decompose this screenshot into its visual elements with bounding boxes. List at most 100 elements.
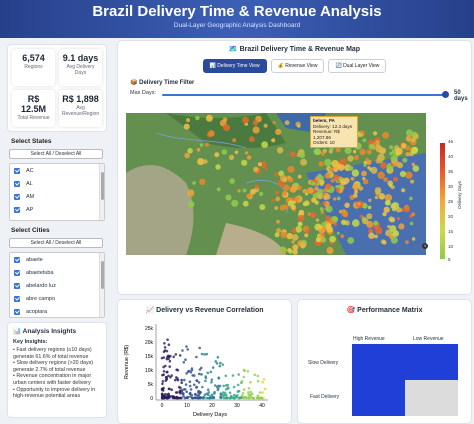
map-region-marker[interactable] <box>368 232 375 239</box>
map-region-marker[interactable] <box>234 150 239 154</box>
map-region-marker[interactable] <box>368 228 374 234</box>
map-region-marker[interactable] <box>254 184 260 189</box>
map-region-marker[interactable] <box>260 161 267 168</box>
map-region-marker[interactable] <box>412 165 420 172</box>
map-region-marker[interactable] <box>333 197 337 201</box>
map-region-marker[interactable] <box>314 186 319 191</box>
map-region-marker[interactable] <box>405 129 414 137</box>
cities-scrollbar[interactable] <box>99 253 104 317</box>
map-region-marker[interactable] <box>385 229 393 237</box>
map-region-marker[interactable] <box>373 131 378 136</box>
map-region-marker[interactable] <box>215 164 221 170</box>
cities-select-all-button[interactable]: Select All / Deselect All <box>9 238 103 248</box>
info-icon[interactable]: i <box>422 243 428 249</box>
map-region-marker[interactable] <box>271 138 276 143</box>
map-region-marker[interactable] <box>390 236 398 244</box>
map-region-marker[interactable] <box>291 234 299 241</box>
map-region-marker[interactable] <box>383 206 390 213</box>
map-region-marker[interactable] <box>370 166 378 174</box>
list-item[interactable]: abelardo luz <box>10 279 104 292</box>
map-region-marker[interactable] <box>335 187 341 193</box>
map-region-marker[interactable] <box>409 196 413 201</box>
map-region-marker[interactable] <box>242 200 249 207</box>
map-region-marker[interactable] <box>354 155 359 161</box>
cities-list[interactable]: abaete abaetetuba abelardo luz abre camp… <box>9 252 105 318</box>
list-item[interactable]: AM <box>10 190 104 203</box>
map-region-marker[interactable] <box>307 187 314 194</box>
map-region-marker[interactable] <box>221 149 228 155</box>
map-region-marker[interactable] <box>297 214 305 222</box>
map-region-marker[interactable] <box>379 147 386 155</box>
checkbox-checked-icon[interactable] <box>14 206 20 213</box>
map-region-marker[interactable] <box>359 214 363 218</box>
map-region-marker[interactable] <box>298 209 305 216</box>
map-region-marker[interactable] <box>322 201 326 206</box>
list-item[interactable]: abre campo <box>10 292 104 305</box>
map-region-marker[interactable] <box>299 152 306 159</box>
map-region-marker[interactable] <box>410 146 418 155</box>
map-region-marker[interactable] <box>310 212 316 219</box>
map-region-marker[interactable] <box>232 138 237 143</box>
map-region-marker[interactable] <box>353 149 357 154</box>
map-region-marker[interactable] <box>195 115 200 121</box>
map-region-marker[interactable] <box>274 232 280 238</box>
max-days-slider-track[interactable] <box>162 94 446 96</box>
map-region-marker[interactable] <box>379 159 383 164</box>
map-region-marker[interactable] <box>339 157 347 166</box>
map-region-marker[interactable] <box>362 217 369 225</box>
map-region-marker[interactable] <box>287 200 295 207</box>
checkbox-checked-icon[interactable] <box>14 219 20 220</box>
map-region-marker[interactable] <box>389 151 393 156</box>
list-item[interactable]: AP <box>10 203 104 216</box>
map-region-marker[interactable] <box>272 121 276 125</box>
map-region-marker[interactable] <box>300 242 307 249</box>
map-region-marker[interactable] <box>382 131 390 139</box>
map-region-marker[interactable] <box>292 244 299 251</box>
map-region-marker[interactable] <box>399 170 407 178</box>
map-region-marker[interactable] <box>275 196 281 202</box>
map-region-marker[interactable] <box>362 178 369 185</box>
map-region-marker[interactable] <box>320 210 325 215</box>
dual-layer-view-button[interactable]: 🔄 Dual Layer View <box>328 59 387 73</box>
map-region-marker[interactable] <box>288 248 293 254</box>
checkbox-checked-icon[interactable] <box>14 269 20 276</box>
map-region-marker[interactable] <box>350 177 355 181</box>
map-region-marker[interactable] <box>411 212 416 217</box>
map-region-marker[interactable] <box>347 155 354 162</box>
map-region-marker[interactable] <box>382 240 387 245</box>
map-region-marker[interactable] <box>283 184 290 191</box>
map-region-marker[interactable] <box>378 193 386 200</box>
map-region-marker[interactable] <box>411 138 416 143</box>
map-region-marker[interactable] <box>313 148 321 155</box>
map-region-marker[interactable] <box>392 230 400 237</box>
map-region-marker[interactable] <box>331 159 339 168</box>
map-region-marker[interactable] <box>374 187 382 194</box>
map-region-marker[interactable] <box>325 215 331 221</box>
map-region-marker[interactable] <box>305 229 310 234</box>
map-region-marker[interactable] <box>359 133 364 137</box>
map-region-marker[interactable] <box>366 213 373 220</box>
map-region-marker[interactable] <box>340 209 344 213</box>
states-scrollbar[interactable] <box>99 164 104 220</box>
map-region-marker[interactable] <box>183 123 190 130</box>
map-region-marker[interactable] <box>185 118 191 123</box>
map-region-marker[interactable] <box>279 204 286 211</box>
map-region-marker[interactable] <box>259 204 266 211</box>
map-region-marker[interactable] <box>340 234 345 239</box>
map-region-marker[interactable] <box>187 189 195 197</box>
map-region-marker[interactable] <box>402 157 408 163</box>
states-select-all-button[interactable]: Select All / Deselect All <box>9 149 103 159</box>
map-region-marker[interactable] <box>291 228 297 233</box>
map-region-marker[interactable] <box>389 225 397 233</box>
map-region-marker[interactable] <box>325 183 332 190</box>
list-item[interactable]: AL <box>10 177 104 190</box>
map-region-marker[interactable] <box>274 172 279 177</box>
map-region-marker[interactable] <box>216 187 221 192</box>
map-region-marker[interactable] <box>203 159 208 164</box>
map-region-marker[interactable] <box>405 240 409 245</box>
map-region-marker[interactable] <box>197 158 205 166</box>
map-region-marker[interactable] <box>297 185 302 191</box>
map-region-marker[interactable] <box>352 183 359 190</box>
map-region-marker[interactable] <box>276 228 282 234</box>
checkbox-checked-icon[interactable] <box>14 167 20 174</box>
